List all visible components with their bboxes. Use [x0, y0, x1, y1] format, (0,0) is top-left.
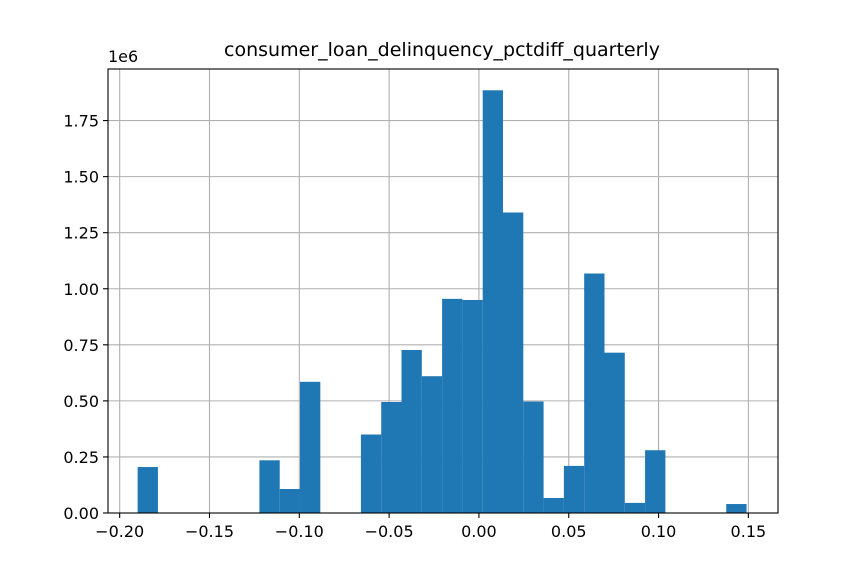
- histogram-bar: [259, 460, 280, 513]
- x-tick-label: −0.10: [275, 522, 324, 541]
- histogram-bar: [300, 381, 321, 513]
- x-tick-label: −0.15: [185, 522, 234, 541]
- y-tick-label: 1.50: [63, 168, 99, 187]
- plot-frame: [107, 68, 779, 514]
- histogram-bar: [502, 212, 524, 514]
- y-axis-ticks: 0.00 0.25 0.50 0.75 1.00 1.25 1.50 1.75: [63, 112, 108, 523]
- y-tick-label: 0.75: [63, 336, 99, 355]
- histogram-bars: [137, 90, 747, 514]
- x-axis-ticks: −0.20 −0.15 −0.10 −0.05 0.00 0.05 0.10 0.15: [95, 513, 766, 541]
- x-tick-label: 0.00: [461, 522, 497, 541]
- histogram-bar: [279, 489, 301, 513]
- y-tick-label: 0.00: [63, 504, 99, 523]
- y-tick-label: 0.50: [63, 392, 99, 411]
- histogram-bar: [584, 273, 605, 513]
- chart-title: consumer_loan_delinquency_pctdiff_quarte…: [224, 39, 660, 61]
- histogram-bar: [462, 299, 483, 513]
- y-axis-offset-label: 1e6: [108, 47, 138, 66]
- histogram-bar: [563, 465, 585, 513]
- histogram-bar: [360, 434, 382, 513]
- x-tick-label: −0.20: [95, 522, 144, 541]
- y-tick-label: 1.00: [63, 280, 99, 299]
- y-tick-label: 1.75: [63, 112, 99, 131]
- histogram-bar: [137, 467, 158, 513]
- y-tick-label: 1.25: [63, 224, 99, 243]
- histogram-bar: [624, 502, 646, 513]
- x-tick-label: 0.10: [641, 522, 677, 541]
- histogram-bar: [523, 401, 544, 513]
- histogram-bar: [604, 352, 625, 513]
- axes: [107, 68, 779, 514]
- histogram-bar: [482, 90, 503, 513]
- histogram-bar: [401, 349, 422, 513]
- histogram-bar: [645, 450, 666, 513]
- histogram-bar: [421, 376, 443, 513]
- histogram-bar: [543, 497, 564, 513]
- histogram-bar: [442, 298, 463, 513]
- y-tick-label: 0.25: [63, 448, 99, 467]
- x-tick-label: 0.15: [731, 522, 767, 541]
- histogram-bar: [381, 402, 402, 513]
- x-tick-label: −0.05: [365, 522, 414, 541]
- histogram-bar: [726, 504, 747, 513]
- x-tick-label: 0.05: [551, 522, 587, 541]
